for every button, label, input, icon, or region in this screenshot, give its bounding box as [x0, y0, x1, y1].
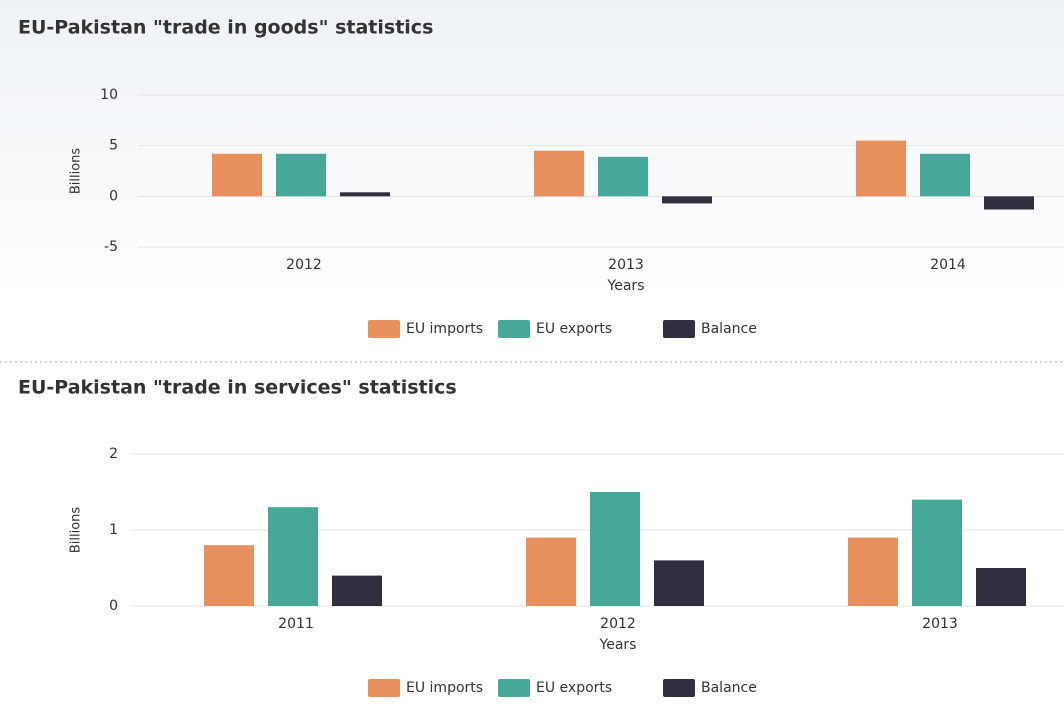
y-tick-label: 5	[109, 138, 118, 154]
legend-swatch	[368, 679, 400, 697]
chart-title: EU-Pakistan "trade in services" statisti…	[18, 377, 457, 399]
y-tick-label: 0	[109, 188, 118, 204]
bar	[848, 537, 898, 606]
x-tick-label: 2013	[608, 257, 644, 273]
legend-label: EU exports	[536, 321, 612, 337]
bar	[598, 156, 648, 197]
y-tick-label: 1	[109, 522, 118, 538]
bar	[590, 492, 640, 606]
bar	[856, 140, 906, 197]
x-axis-label: Years	[599, 637, 637, 653]
y-tick-label: -5	[104, 239, 118, 255]
x-tick-label: 2011	[278, 616, 314, 632]
bar	[662, 196, 712, 204]
legend-swatch	[498, 679, 530, 697]
bar	[332, 575, 382, 606]
y-axis-label: Billions	[69, 507, 84, 554]
bar	[654, 560, 704, 606]
bar	[526, 537, 576, 606]
x-tick-label: 2014	[930, 257, 966, 273]
bar	[276, 153, 326, 197]
y-tick-label: 2	[109, 446, 118, 462]
legend-label: EU imports	[406, 321, 483, 337]
bar	[340, 192, 390, 197]
legend-swatch	[663, 679, 695, 697]
y-axis-label: Billions	[69, 148, 84, 195]
legend-label: EU imports	[406, 680, 483, 696]
legend-swatch	[663, 320, 695, 338]
chart-title: EU-Pakistan "trade in goods" statistics	[18, 17, 433, 39]
x-tick-label: 2012	[286, 257, 322, 273]
legend-label: Balance	[701, 680, 757, 696]
x-tick-label: 2013	[922, 616, 958, 632]
bar	[268, 507, 318, 606]
y-tick-label: 10	[100, 87, 118, 103]
legend-label: EU exports	[536, 680, 612, 696]
legend-label: Balance	[701, 321, 757, 337]
x-axis-label: Years	[607, 278, 645, 294]
bar	[204, 545, 254, 606]
x-tick-label: 2012	[600, 616, 636, 632]
bar	[912, 499, 962, 606]
bar	[984, 196, 1034, 210]
legend-swatch	[368, 320, 400, 338]
legend-swatch	[498, 320, 530, 338]
bar	[976, 568, 1026, 606]
bar	[212, 153, 262, 197]
y-tick-label: 0	[109, 598, 118, 614]
bar	[534, 150, 584, 197]
bar	[920, 153, 970, 197]
